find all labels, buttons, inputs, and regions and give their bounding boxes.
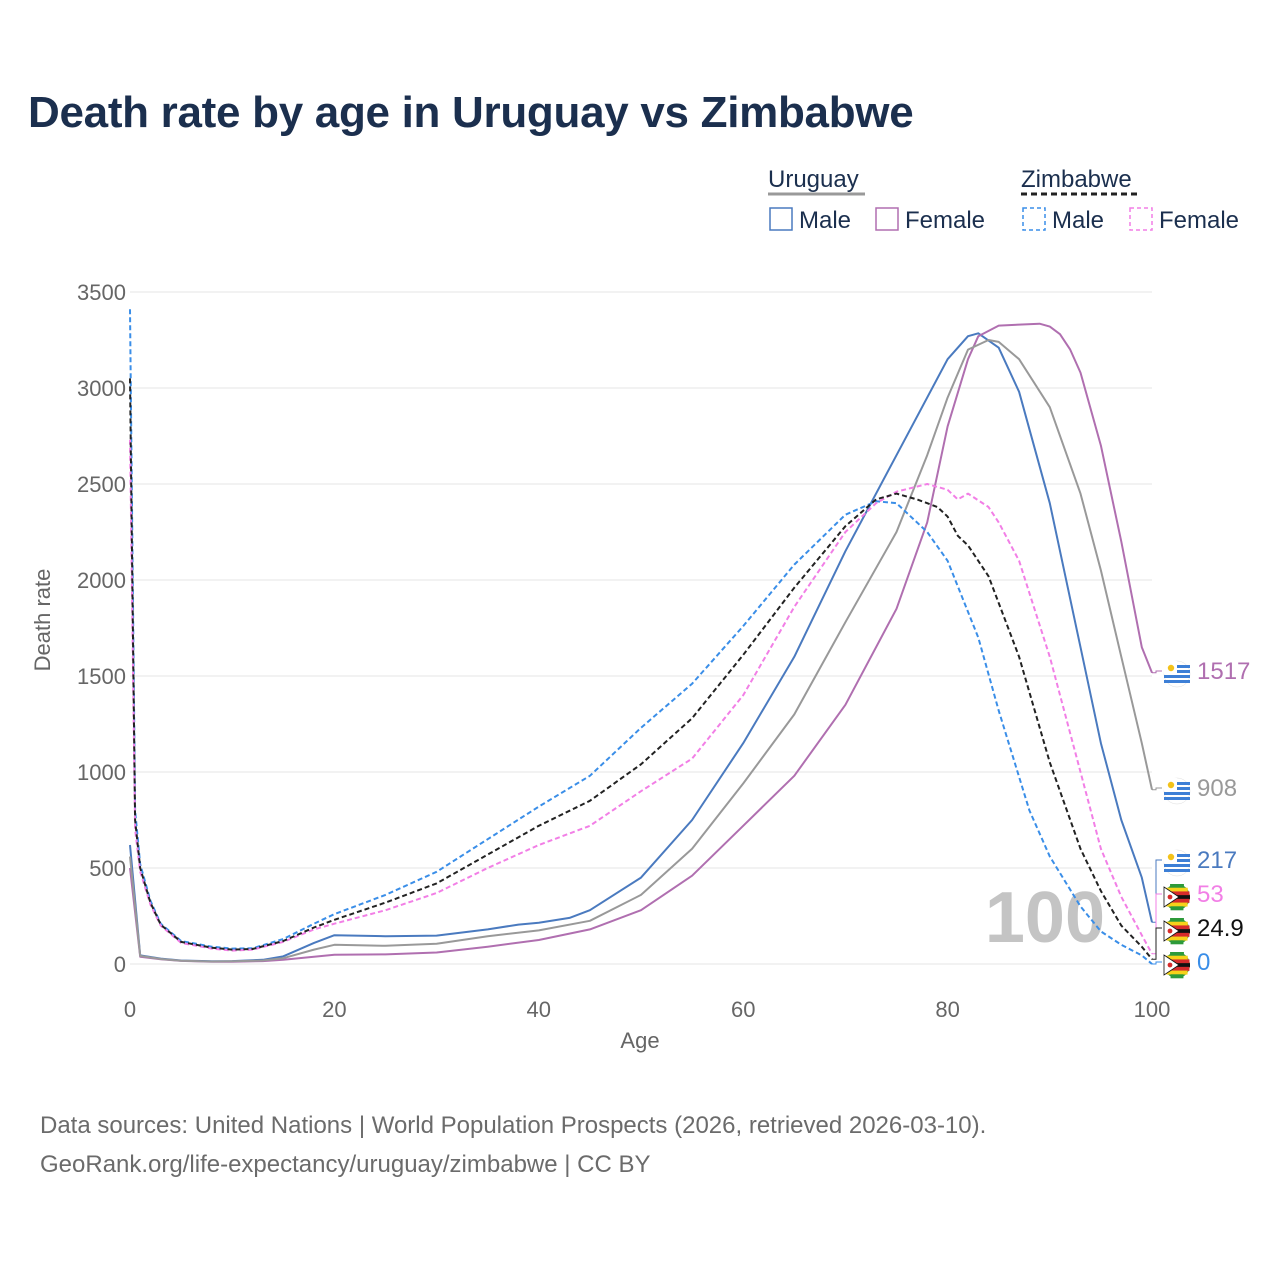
x-tick-label: 0 — [124, 997, 136, 1022]
legend-zimbabwe-female-swatch — [1129, 207, 1153, 231]
y-tick-label: 2500 — [77, 472, 126, 497]
source-note: Data sources: United Nations | World Pop… — [40, 1106, 986, 1184]
zimbabwe-flag-icon — [1163, 918, 1190, 945]
series-line-zimbabwe-male — [129, 309, 1153, 965]
grid — [130, 291, 1152, 965]
uruguay-flag-icon — [1163, 660, 1191, 688]
axes: Age Death rate 0500100015002000250030003… — [30, 280, 1170, 1053]
legend-uruguay-male-swatch — [769, 207, 793, 231]
legend-uruguay-male-label: Male — [799, 207, 851, 234]
series-line-uruguay-male — [129, 332, 1153, 963]
x-tick-label: 40 — [527, 997, 551, 1022]
legend-group-zimbabwe: Zimbabwe — [1021, 166, 1132, 193]
legend-uruguay-female-label: Female — [905, 207, 985, 234]
chart-title: Death rate by age in Uruguay vs Zimbabwe — [28, 88, 914, 137]
end-label-uruguay-both: 908 — [1197, 775, 1237, 802]
series-line-uruguay-female — [129, 322, 1153, 963]
x-tick-label: 100 — [1134, 997, 1171, 1022]
x-axis-title: Age — [620, 1028, 659, 1053]
y-tick-label: 3000 — [77, 376, 126, 401]
legend: Uruguay Male Female Zimbabwe Male Female — [768, 166, 1239, 234]
end-labels: 217 1517 908 0 53 24.9 — [1152, 658, 1250, 979]
source-line-2: GeoRank.org/life-expectancy/uruguay/zimb… — [40, 1151, 651, 1178]
legend-uruguay-female-swatch — [875, 207, 899, 231]
legend-group-uruguay: Uruguay — [768, 166, 859, 193]
end-label-leader — [1152, 787, 1162, 791]
y-tick-label: 2000 — [77, 568, 126, 593]
zimbabwe-flag-icon — [1163, 884, 1190, 911]
series-line-uruguay-both — [129, 339, 1153, 963]
legend-zimbabwe-male-swatch — [1022, 207, 1046, 231]
end-label-leader — [1152, 961, 1162, 965]
x-tick-label: 80 — [935, 997, 959, 1022]
legend-zimbabwe-male-label: Male — [1052, 207, 1104, 234]
uruguay-flag-icon — [1163, 777, 1191, 805]
y-tick-label: 1000 — [77, 760, 126, 785]
x-tick-label: 60 — [731, 997, 755, 1022]
y-tick-label: 1500 — [77, 664, 126, 689]
year-watermark: 100 — [985, 878, 1105, 958]
y-tick-label: 0 — [114, 952, 126, 977]
x-tick-label: 20 — [322, 997, 346, 1022]
end-label-zimbabwe-both: 24.9 — [1197, 915, 1244, 942]
source-line-1: Data sources: United Nations | World Pop… — [40, 1112, 987, 1139]
end-label-zimbabwe-female: 53 — [1197, 881, 1224, 908]
series-lines — [129, 309, 1153, 965]
end-label-leader — [1152, 893, 1162, 955]
zimbabwe-flag-icon — [1163, 952, 1190, 979]
chart-area: Age Death rate 0500100015002000250030003… — [30, 166, 1250, 1053]
y-axis-title: Death rate — [30, 569, 55, 672]
end-label-leader — [1152, 859, 1162, 923]
end-label-leader — [1152, 670, 1162, 674]
end-label-uruguay-male: 217 — [1197, 847, 1237, 874]
legend-zimbabwe-female-label: Female — [1159, 207, 1239, 234]
y-tick-label: 3500 — [77, 280, 126, 305]
y-tick-label: 500 — [89, 856, 126, 881]
end-label-zimbabwe-male: 0 — [1197, 949, 1210, 976]
end-label-leader — [1152, 927, 1162, 960]
end-label-uruguay-female: 1517 — [1197, 658, 1250, 685]
series-line-zimbabwe-both — [129, 378, 1153, 960]
uruguay-flag-icon — [1163, 849, 1191, 877]
